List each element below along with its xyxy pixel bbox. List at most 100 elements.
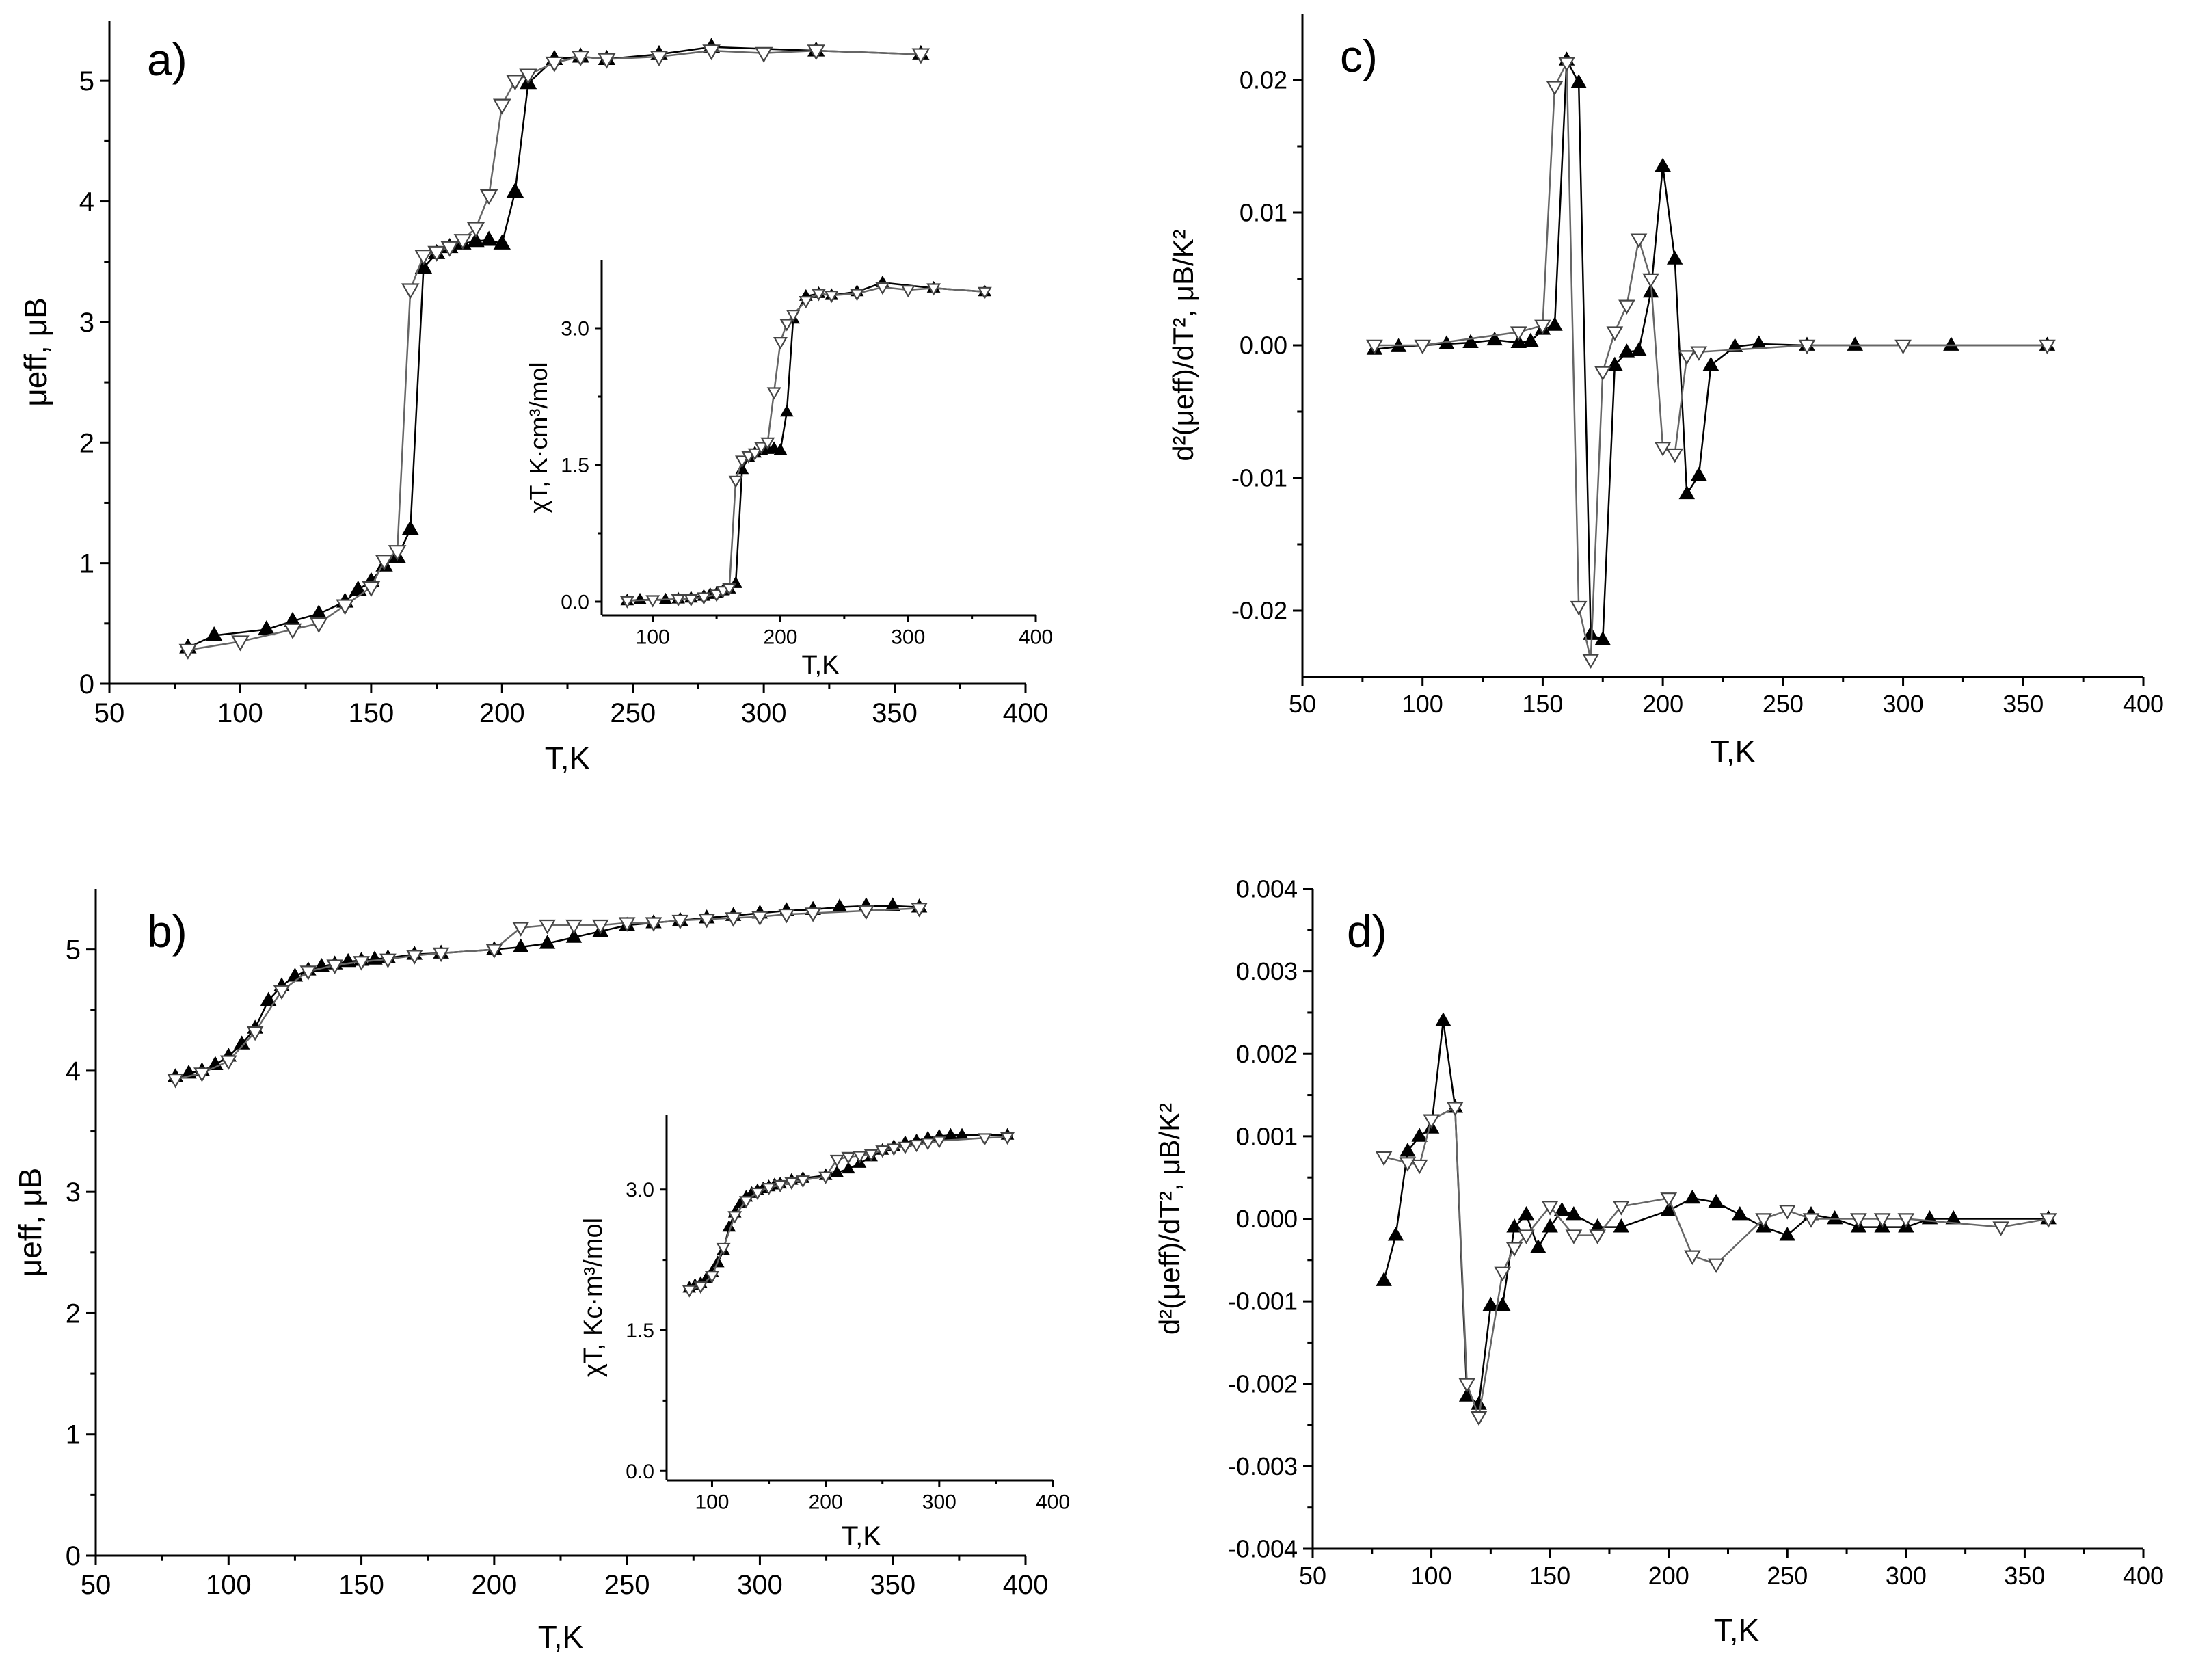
point-heating xyxy=(1779,1227,1796,1241)
point-heating xyxy=(1506,1218,1523,1233)
point-heating xyxy=(539,935,556,949)
point-cooling xyxy=(1558,57,1575,72)
point-cooling xyxy=(671,594,686,607)
point-cooling xyxy=(1802,1213,1820,1228)
point-heating xyxy=(1482,1296,1499,1311)
series-line-cooling xyxy=(627,286,985,602)
point-cooling xyxy=(565,919,583,935)
point-cooling xyxy=(1414,339,1432,355)
x-tick-label: 400 xyxy=(1003,1570,1049,1600)
point-heating xyxy=(401,520,419,535)
point-cooling xyxy=(326,959,344,974)
point-heating xyxy=(1708,1193,1724,1208)
point-cooling xyxy=(824,291,839,304)
point-cooling xyxy=(545,56,564,72)
point-cooling xyxy=(725,912,742,927)
point-cooling xyxy=(1510,326,1527,341)
point-cooling xyxy=(1684,1250,1701,1265)
point-cooling xyxy=(886,1143,901,1156)
point-heating xyxy=(1726,338,1743,352)
x-tick-label: 350 xyxy=(870,1570,915,1600)
y-axis-label: d²(μeff)/dT², μB/K² xyxy=(1167,229,1199,461)
point-cooling xyxy=(1666,448,1684,464)
y-tick-label: 0.01 xyxy=(1240,199,1287,227)
point-cooling xyxy=(591,919,609,935)
point-heating xyxy=(260,991,277,1006)
y-tick-label: 5 xyxy=(66,935,81,965)
point-heating xyxy=(1494,1296,1511,1311)
point-heating xyxy=(1400,1143,1416,1157)
point-cooling xyxy=(1630,233,1648,249)
y-tick-label: -0.002 xyxy=(1228,1370,1298,1398)
point-heating xyxy=(493,234,511,250)
point-cooling xyxy=(283,623,302,639)
point-cooling xyxy=(1894,339,1912,355)
panel-label: c) xyxy=(1340,31,1378,81)
point-cooling xyxy=(1873,1213,1891,1228)
y-tick-label: 3.0 xyxy=(561,318,589,341)
point-cooling xyxy=(1850,1213,1867,1228)
x-tick-label: 50 xyxy=(1289,690,1316,718)
y-tick-label: 0.0 xyxy=(561,591,589,614)
x-tick-label: 100 xyxy=(1402,690,1443,718)
point-cooling xyxy=(1541,1201,1559,1216)
point-cooling xyxy=(1618,299,1635,315)
panel-d: 50 100 150 200 250 300 350 400 -0.004 -0.003 -0.00… xyxy=(1153,875,2164,1648)
point-cooling xyxy=(722,583,737,596)
point-cooling xyxy=(709,589,724,602)
point-heating xyxy=(565,929,583,943)
point-cooling xyxy=(1589,1229,1606,1244)
point-heating xyxy=(1530,1239,1546,1253)
point-cooling xyxy=(650,51,669,67)
point-cooling xyxy=(696,592,711,605)
point-cooling xyxy=(273,985,291,1000)
y-tick-label: -0.02 xyxy=(1231,597,1287,625)
point-heating xyxy=(955,1128,969,1140)
point-cooling xyxy=(167,1074,184,1089)
x-tick-label: 200 xyxy=(1642,690,1683,718)
point-cooling xyxy=(682,1285,697,1298)
panel-label: b) xyxy=(147,906,187,957)
x-tick-label: 150 xyxy=(1529,1562,1570,1590)
point-cooling xyxy=(519,68,537,85)
point-heating xyxy=(205,626,223,642)
point-cooling xyxy=(804,907,822,922)
point-cooling xyxy=(911,48,930,64)
point-cooling xyxy=(1582,654,1600,669)
inset-y-axis-label: χT, K·cm³/mol xyxy=(524,362,552,514)
x-tick-label: 300 xyxy=(737,1570,783,1600)
panel-label: a) xyxy=(147,34,187,85)
point-cooling xyxy=(875,282,890,295)
point-cooling xyxy=(1423,1114,1440,1129)
point-cooling xyxy=(353,956,370,971)
x-tick-label: 200 xyxy=(471,1570,517,1600)
y-tick-label: -0.01 xyxy=(1231,464,1287,492)
point-cooling xyxy=(645,595,660,608)
point-heating xyxy=(310,604,327,620)
point-cooling xyxy=(645,917,662,932)
point-cooling xyxy=(598,53,616,69)
point-cooling xyxy=(926,283,941,296)
point-cooling xyxy=(1778,1205,1796,1220)
point-cooling xyxy=(684,594,699,607)
point-cooling xyxy=(512,922,530,937)
point-heating xyxy=(633,592,647,604)
point-cooling xyxy=(178,643,198,660)
y-tick-label: 0.002 xyxy=(1236,1040,1298,1068)
point-cooling xyxy=(818,1171,833,1184)
point-cooling xyxy=(795,1175,810,1188)
point-cooling xyxy=(618,917,636,932)
point-cooling xyxy=(853,1151,867,1164)
point-cooling xyxy=(920,1138,935,1151)
point-heating xyxy=(1523,332,1539,347)
point-cooling xyxy=(863,1149,879,1162)
point-heating xyxy=(512,938,529,952)
point-cooling xyxy=(909,1139,924,1153)
point-cooling xyxy=(432,947,450,963)
point-heating xyxy=(1546,317,1563,331)
point-heating xyxy=(1631,342,1647,356)
point-heating xyxy=(1510,334,1527,349)
x-axis-label: T,K xyxy=(538,1619,584,1655)
x-tick-label: 400 xyxy=(1036,1491,1070,1514)
point-cooling xyxy=(2039,1213,2057,1228)
